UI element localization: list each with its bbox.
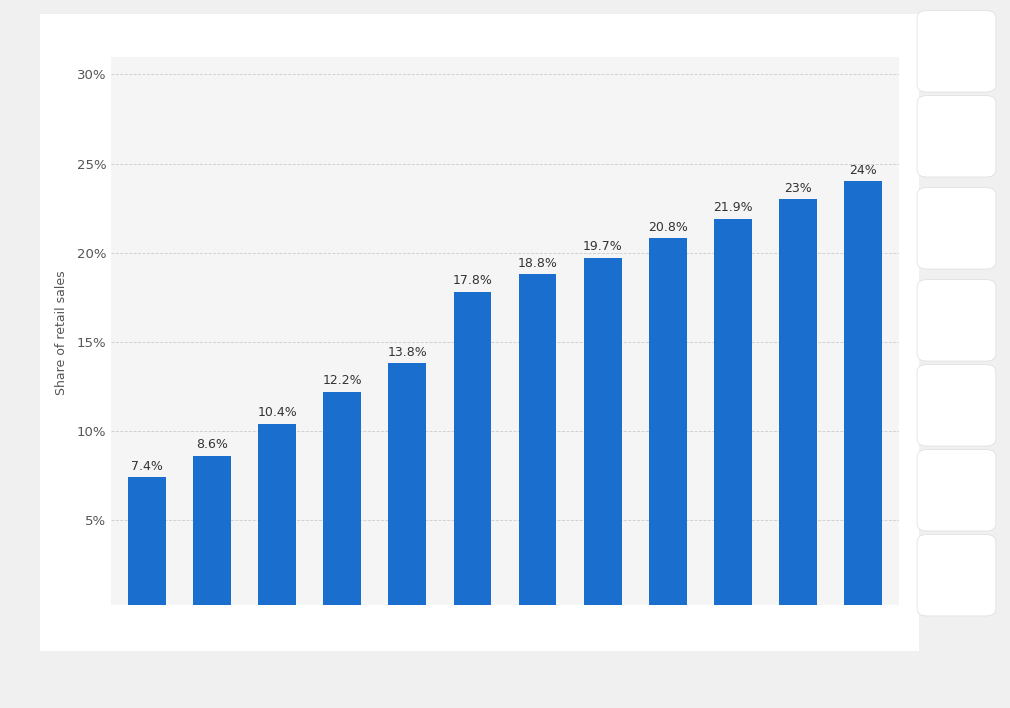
Text: 24%: 24%: [849, 164, 877, 177]
Bar: [779, 199, 817, 609]
Bar: [323, 392, 362, 609]
Bar: [714, 219, 751, 609]
Text: 21.9%: 21.9%: [713, 201, 752, 215]
Bar: [128, 477, 166, 609]
Bar: [584, 258, 621, 609]
Text: 13.8%: 13.8%: [388, 346, 427, 358]
Text: 17.8%: 17.8%: [452, 274, 493, 287]
Bar: [844, 181, 882, 609]
Text: 20.8%: 20.8%: [647, 221, 688, 234]
Text: 8.6%: 8.6%: [196, 438, 228, 451]
Bar: [648, 239, 687, 609]
Bar: [389, 363, 426, 609]
Text: 10.4%: 10.4%: [258, 406, 297, 419]
Bar: [519, 274, 557, 609]
Text: 7.4%: 7.4%: [131, 459, 163, 473]
Bar: [453, 292, 491, 609]
Text: Show source  ℹ: Show source ℹ: [822, 627, 904, 636]
Text: 12.2%: 12.2%: [322, 374, 362, 387]
Text: 23%: 23%: [784, 182, 812, 195]
Text: 19.7%: 19.7%: [583, 241, 622, 253]
Text: 18.8%: 18.8%: [517, 256, 558, 270]
Text: Additional Information: Additional Information: [86, 620, 225, 633]
Bar: [193, 456, 231, 609]
Y-axis label: Share of retail sales: Share of retail sales: [56, 270, 69, 395]
Text: © Statista 2023: © Statista 2023: [815, 612, 904, 622]
Bar: [259, 423, 296, 609]
Text: ℹ: ℹ: [66, 620, 71, 634]
